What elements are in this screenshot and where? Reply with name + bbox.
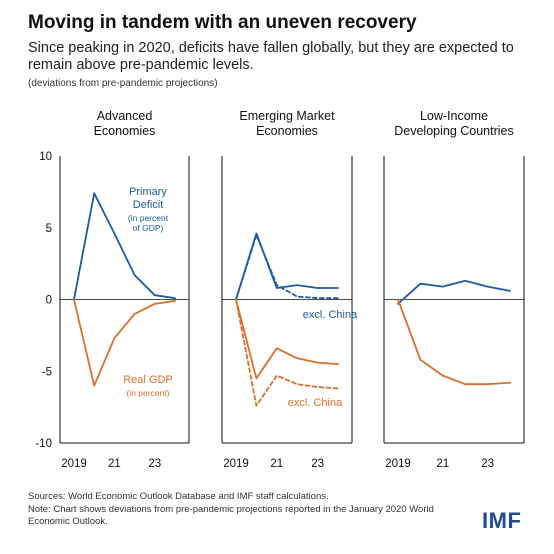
y-tick-label: -5 [42, 366, 52, 378]
x-tick-label: 21 [436, 458, 449, 470]
panel-title: Advanced [97, 109, 153, 123]
y-tick-label: -10 [35, 438, 52, 450]
x-tick-label: 21 [108, 458, 121, 470]
y-tick-label: 0 [46, 295, 52, 307]
series-label: excl. China [288, 397, 343, 409]
series-line [235, 298, 339, 407]
chart-title: Moving in tandem with an uneven recovery [28, 12, 417, 33]
x-tick-label: 23 [311, 458, 324, 470]
x-tick-label: 2019 [385, 458, 411, 470]
x-tick-label: 23 [481, 458, 494, 470]
panel-title: Emerging Market [239, 109, 335, 123]
series-line [235, 233, 339, 301]
series-sublabel: (in percent [128, 213, 169, 223]
series-line [235, 298, 339, 380]
x-tick-label: 21 [270, 458, 283, 470]
series-line [73, 192, 176, 301]
series-label: Real GDP [123, 374, 173, 386]
panel-title: Economies [94, 124, 156, 138]
x-tick-label: 2019 [61, 458, 87, 470]
chart-footer: Sources: World Economic Outlook Database… [28, 491, 458, 529]
panel-title: Economies [256, 124, 318, 138]
imf-logo: IMF [482, 508, 522, 533]
footnote-text: Note: Chart shows deviations from pre-pa… [28, 503, 434, 528]
chart-subtitle: Since peaking in 2020, deficits have fal… [28, 40, 514, 73]
series-line [235, 232, 339, 301]
sources-text: Sources: World Economic Outlook Database… [28, 491, 329, 502]
series-label: Primary [129, 186, 167, 198]
x-tick-label: 23 [148, 458, 161, 470]
series-sublabel: (in percent) [127, 388, 170, 398]
y-tick-label: 5 [46, 223, 52, 235]
chart-units-note: (deviations from pre-pandemic projection… [28, 78, 218, 89]
series-label: Deficit [133, 199, 164, 211]
series-sublabel: of GDP) [133, 223, 164, 233]
series-line [397, 279, 511, 305]
series-line [73, 298, 176, 387]
panel-title: Low-Income [420, 109, 488, 123]
y-tick-label: 10 [39, 151, 52, 163]
panel-title: Developing Countries [394, 124, 514, 138]
series-line [397, 298, 511, 386]
x-tick-label: 2019 [223, 458, 249, 470]
series-label: excl. China [303, 309, 358, 321]
